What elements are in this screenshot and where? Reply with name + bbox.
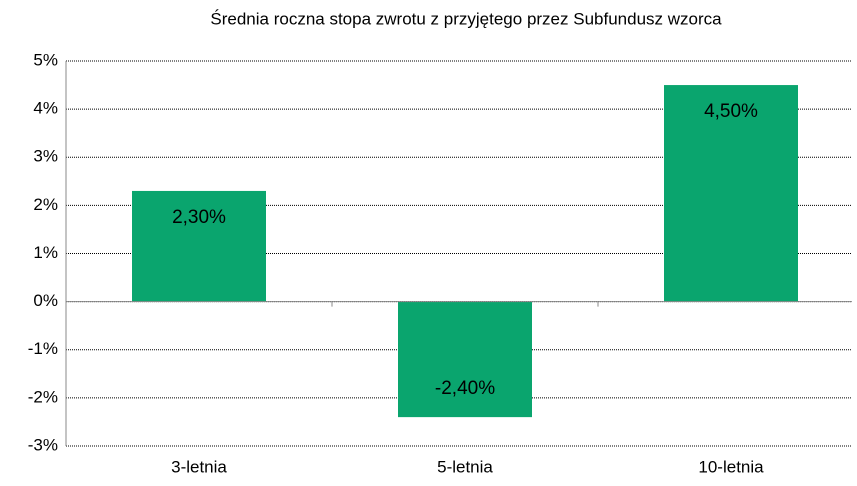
y-tick-label: 1% (33, 243, 58, 262)
value-label: 4,50% (704, 101, 758, 122)
bar (664, 85, 798, 302)
x-tick-label: 10-letnia (698, 457, 764, 476)
bar (132, 190, 266, 302)
x-tick-label: 3-letnia (171, 457, 227, 476)
y-tick-label: 0% (33, 291, 58, 310)
y-tick-label: -2% (28, 387, 58, 406)
y-tick-label: 4% (33, 99, 58, 118)
value-label: -2,40% (435, 378, 495, 399)
y-tick-label: 3% (33, 147, 58, 166)
bar (398, 301, 532, 418)
y-tick-label: -1% (28, 339, 58, 358)
y-tick-label: 2% (33, 195, 58, 214)
y-tick-label: 5% (33, 50, 58, 69)
y-tick-label: -3% (28, 435, 58, 454)
x-tick-label: 5-letnia (437, 457, 493, 476)
value-label: 2,30% (172, 207, 226, 228)
chart-title: Średnia roczna stopa zwrotu z przyjętego… (210, 9, 722, 28)
